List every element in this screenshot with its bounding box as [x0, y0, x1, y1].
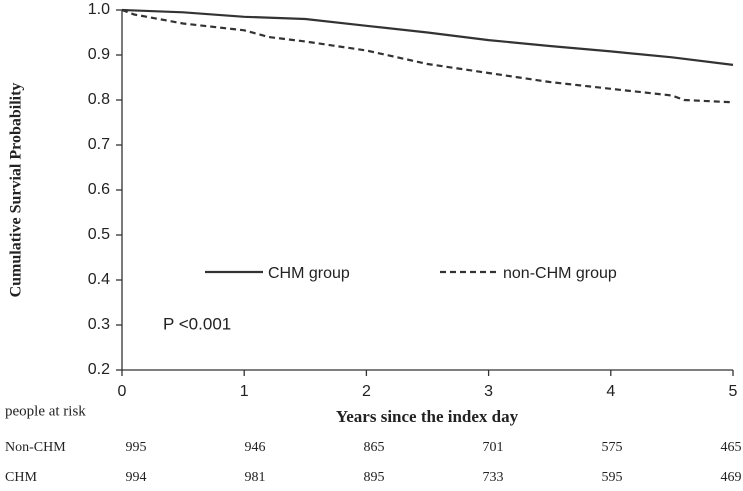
- p-value: P <0.001: [163, 314, 231, 333]
- risk-count: 981: [245, 470, 266, 485]
- risk-count: 994: [126, 470, 147, 485]
- y-tick-label: 0.9: [88, 46, 110, 63]
- risk-count: 865: [364, 440, 385, 455]
- survival-curve: [121, 8, 734, 66]
- risk-count: 595: [602, 470, 623, 485]
- y-tick-label: 0.6: [88, 181, 110, 198]
- legend-label: non-CHM group: [503, 265, 617, 282]
- risk-count: 465: [721, 440, 742, 455]
- risk-count: 733: [483, 470, 504, 485]
- x-tick-label: 0: [118, 383, 127, 400]
- x-axis-label: Years since the index day: [336, 407, 519, 426]
- y-tick-label: 0.3: [88, 316, 110, 333]
- risk-count: 946: [245, 440, 266, 455]
- risk-count: 895: [364, 470, 385, 485]
- legend-label: CHM group: [268, 265, 350, 282]
- risk-row-label: Non-CHM: [5, 440, 66, 455]
- x-tick-label: 3: [484, 383, 493, 400]
- y-tick-label: 1.0: [88, 1, 110, 18]
- x-tick-label: 1: [240, 383, 249, 400]
- y-tick-label: 0.8: [88, 91, 110, 108]
- y-tick-label: 0.2: [88, 361, 110, 378]
- y-tick-label: 0.4: [88, 271, 110, 288]
- survival-curve: [121, 8, 734, 104]
- y-tick-label: 0.7: [88, 136, 110, 153]
- y-axis-label: Cumulative Survial Probability: [8, 83, 25, 298]
- x-tick-label: 5: [729, 383, 738, 400]
- risk-row-label: CHM: [5, 470, 37, 485]
- risk-count: 701: [483, 440, 504, 455]
- risk-table-title: people at risk: [5, 403, 86, 419]
- x-tick-label: 4: [606, 383, 615, 400]
- risk-count: 575: [602, 440, 623, 455]
- risk-count: 469: [721, 470, 742, 485]
- x-tick-label: 2: [362, 383, 371, 400]
- risk-count: 995: [126, 440, 147, 455]
- y-tick-label: 0.5: [88, 226, 110, 243]
